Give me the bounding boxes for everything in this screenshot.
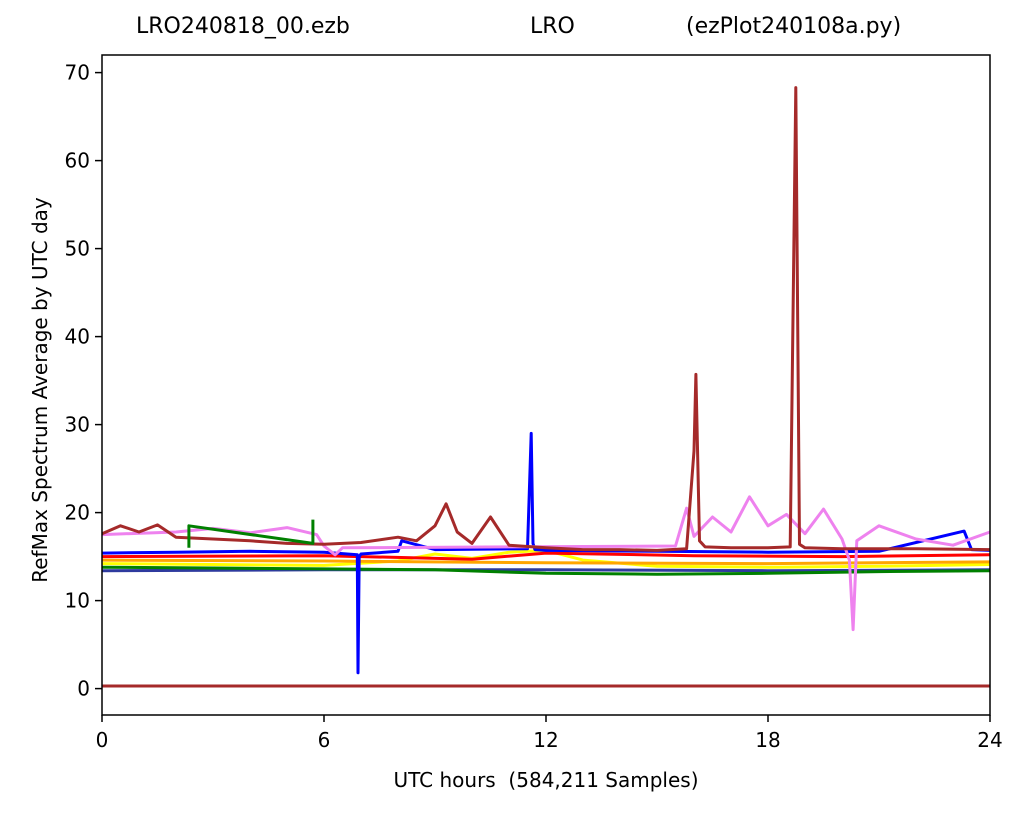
series-line-6 (101, 431, 991, 675)
title-station: LRO (530, 14, 575, 39)
x-tick-label-1: 6 (318, 728, 331, 752)
x-tick-label-4: 24 (977, 728, 1002, 752)
y-tick-label-3: 30 (65, 413, 90, 437)
x-axis-ticks: 0 6 12 18 24 (96, 715, 1003, 752)
series-line-9 (187, 519, 315, 548)
y-axis-label: RefMax Spectrum Average by UTC day (28, 197, 52, 583)
y-tick-label-2: 20 (65, 501, 90, 525)
x-tick-label-0: 0 (96, 728, 109, 752)
title-filename: LRO240818_00.ezb (136, 14, 350, 39)
y-tick-label-4: 40 (65, 325, 90, 349)
y-tick-label-7: 70 (65, 61, 90, 85)
series-layer (101, 86, 991, 688)
y-axis-ticks: 0 10 20 30 40 50 60 70 (65, 61, 102, 701)
x-axis-label: UTC hours (584,211 Samples) (393, 768, 699, 792)
x-tick-label-2: 12 (533, 728, 558, 752)
series-line-4 (101, 558, 991, 566)
series-line-1 (101, 568, 991, 573)
plot-frame (101, 54, 991, 716)
y-tick-label-5: 50 (65, 237, 90, 261)
series-line-7 (101, 495, 991, 632)
y-tick-label-6: 60 (65, 149, 90, 173)
x-tick-label-3: 18 (755, 728, 780, 752)
series-line-2 (101, 565, 991, 576)
series-line-8 (101, 86, 991, 552)
series-line-5 (101, 551, 991, 561)
y-tick-label-0: 0 (77, 677, 90, 701)
y-tick-label-1: 10 (65, 589, 90, 613)
title-script: (ezPlot240108a.py) (686, 14, 902, 39)
